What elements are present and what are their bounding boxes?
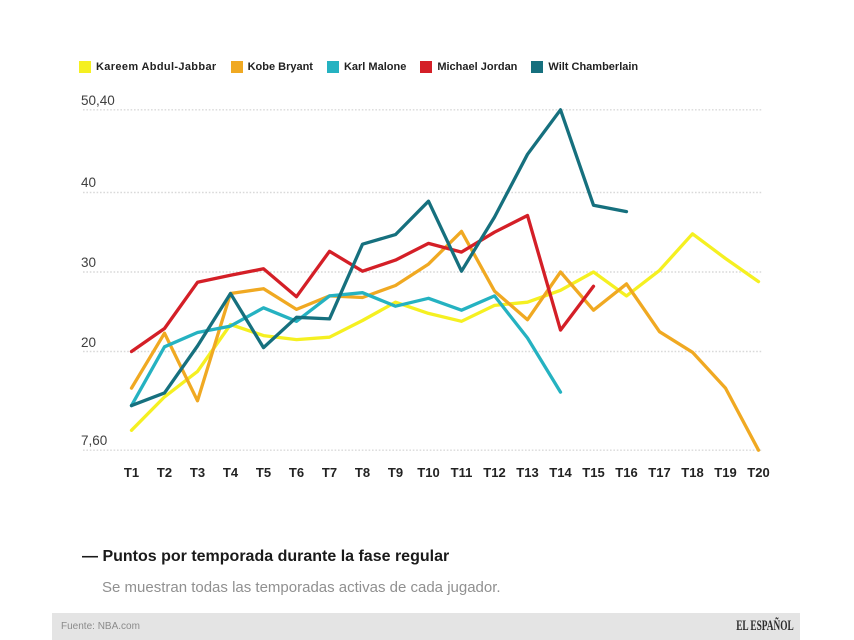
svg-text:40: 40 <box>81 175 96 190</box>
svg-text:T1: T1 <box>124 465 139 480</box>
svg-text:T19: T19 <box>714 465 736 480</box>
svg-text:T4: T4 <box>223 465 239 480</box>
svg-text:T9: T9 <box>388 465 403 480</box>
svg-text:T6: T6 <box>289 465 304 480</box>
svg-text:7,60: 7,60 <box>81 433 107 448</box>
svg-text:T17: T17 <box>648 465 670 480</box>
svg-text:T12: T12 <box>483 465 505 480</box>
svg-text:T11: T11 <box>451 465 473 480</box>
svg-text:50,40: 50,40 <box>81 93 115 108</box>
svg-text:T3: T3 <box>190 465 205 480</box>
svg-text:T20: T20 <box>747 465 769 480</box>
svg-text:T16: T16 <box>615 465 637 480</box>
svg-text:T8: T8 <box>355 465 370 480</box>
svg-text:20: 20 <box>81 335 96 350</box>
svg-text:T2: T2 <box>157 465 172 480</box>
svg-text:T10: T10 <box>417 465 439 480</box>
svg-text:T15: T15 <box>582 465 604 480</box>
svg-text:T13: T13 <box>516 465 538 480</box>
svg-text:T7: T7 <box>322 465 337 480</box>
svg-text:T5: T5 <box>256 465 271 480</box>
svg-text:T14: T14 <box>549 465 572 480</box>
svg-text:30: 30 <box>81 255 96 270</box>
svg-text:T18: T18 <box>681 465 703 480</box>
